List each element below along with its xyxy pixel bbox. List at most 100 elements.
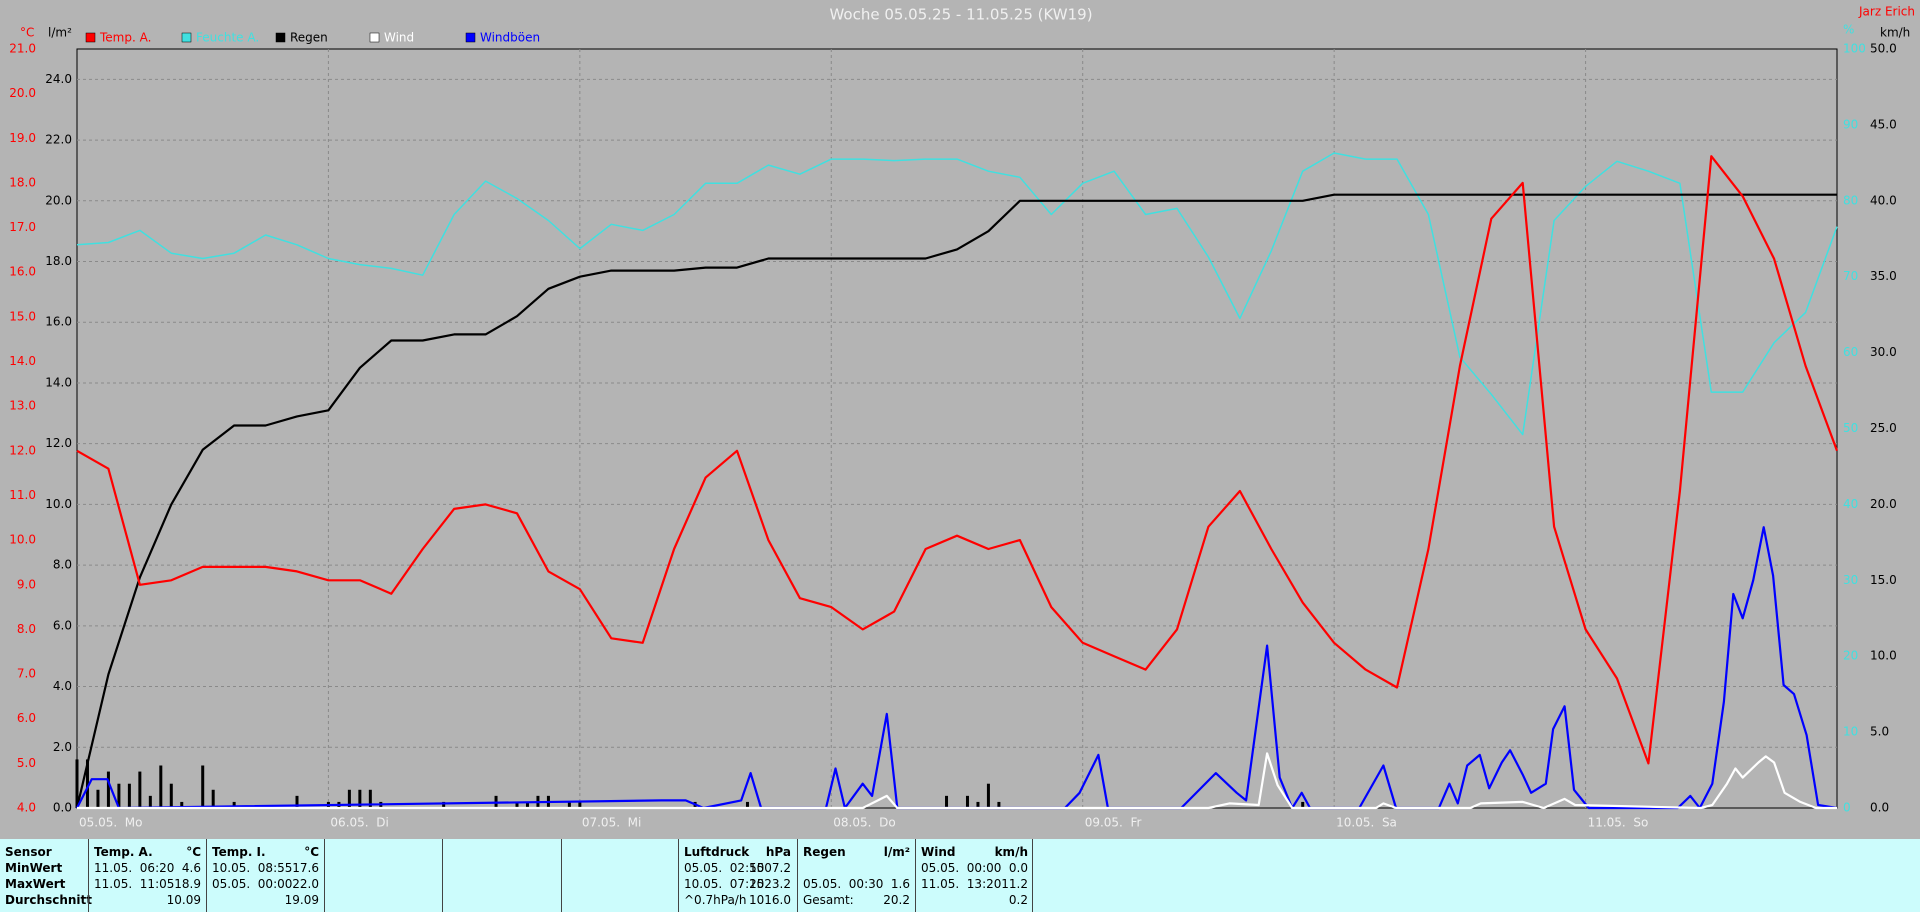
series-line — [76, 526, 1838, 810]
y2-tick-label: 6.0 — [53, 618, 72, 632]
y3-tick-label: 70 — [1843, 269, 1858, 283]
rain-bar — [442, 801, 446, 808]
x-tick-label: 10.05. Sa — [1336, 816, 1397, 830]
column-unit: km/h — [994, 845, 1028, 859]
y4-unit: km/h — [1880, 26, 1910, 40]
y-tick-label: 8.0 — [17, 622, 36, 636]
cell-value: 4.6 — [181, 861, 201, 875]
rain-bar — [368, 789, 372, 808]
y-tick-label: 16.0 — [9, 265, 36, 279]
column-unit: °C — [186, 845, 201, 859]
y4-tick-label: 15.0 — [1870, 573, 1897, 587]
row-label: Durchschnitt — [5, 893, 93, 907]
column-title: Regen — [803, 845, 846, 859]
y3-tick-label: 90 — [1843, 117, 1858, 131]
rain-bar — [1301, 801, 1305, 808]
cell-time: 05.05. 00:30 — [803, 877, 884, 891]
rain-bar — [232, 801, 236, 808]
sensor-column: Sensor MinWert MaxWert Durchschnitt — [0, 839, 93, 912]
legend-label: Windböen — [480, 31, 540, 45]
cell-time: 11.05. 06:20 — [94, 861, 175, 875]
y-tick-label: 14.0 — [9, 354, 36, 368]
y-tick-label: 21.0 — [9, 42, 36, 56]
rain-bar — [96, 789, 100, 808]
table-row: 10.09 — [94, 892, 201, 908]
legend-label: Feuchte A. — [196, 31, 259, 45]
y4-tick-label: 50.0 — [1870, 42, 1897, 56]
cell-value: 1023.2 — [749, 877, 791, 891]
table-row: 11.05. 11:05 18.9 — [94, 876, 201, 892]
rain-bar — [347, 789, 351, 808]
x-tick-label: 06.05. Di — [330, 816, 388, 830]
rain-bar — [201, 765, 205, 808]
y2-tick-label: 0.0 — [53, 801, 72, 815]
column-header: Luftdruck hPa — [684, 844, 791, 860]
legend-label: Temp. A. — [99, 31, 151, 45]
table-row: 05.05. 00:30 1.6 — [803, 876, 910, 892]
column-header: Temp. I. °C — [212, 844, 319, 860]
y3-tick-label: 40 — [1843, 497, 1858, 511]
cell-value: 1007.2 — [749, 861, 791, 875]
table-row: 10.05. 07:25 1023.2 — [684, 876, 791, 892]
y2-tick-label: 16.0 — [45, 315, 72, 329]
y-tick-label: 12.0 — [9, 443, 36, 457]
y2-tick-label: 4.0 — [53, 679, 72, 693]
y3-tick-label: 60 — [1843, 345, 1858, 359]
table-row: Gesamt: 20.2 — [803, 892, 910, 908]
row-label: MaxWert — [5, 877, 66, 891]
rain-bar — [169, 783, 173, 808]
rain-bar — [358, 789, 362, 808]
rain-bar — [295, 795, 299, 808]
x-tick-label: 11.05. So — [1588, 816, 1649, 830]
cell-time: Gesamt: — [803, 893, 854, 907]
series-line — [77, 752, 1837, 810]
y4-tick-label: 5.0 — [1870, 725, 1889, 739]
cell-value: 22.0 — [292, 877, 319, 891]
y3-tick-label: 100 — [1843, 42, 1866, 56]
y-tick-label: 20.0 — [9, 86, 36, 100]
y3-unit: % — [1843, 23, 1854, 37]
y-tick-label: 18.0 — [9, 175, 36, 189]
y-tick-label: 6.0 — [17, 711, 36, 725]
author: Jarz Erich — [1858, 5, 1915, 19]
rain-bar — [106, 771, 110, 808]
y-tick-label: 15.0 — [9, 309, 36, 323]
y-unit: °C — [20, 26, 34, 40]
table-row: 11.05. 06:20 4.6 — [94, 860, 201, 876]
rain-bar — [127, 783, 131, 808]
rain-bar — [567, 801, 571, 808]
rain-bar — [965, 795, 969, 808]
y-tick-label: 9.0 — [17, 577, 36, 591]
rain-bar — [515, 801, 519, 808]
cell-time: 11.05. 13:20 — [921, 877, 1002, 891]
column-title: Luftdruck — [684, 845, 750, 859]
table-row: ^0.7hPa/h 1016.0 — [684, 892, 791, 908]
rain-bar — [138, 771, 142, 808]
rain-bar — [148, 795, 152, 808]
table-row: 10.05. 08:55 17.6 — [212, 860, 319, 876]
y-tick-label: 4.0 — [17, 801, 36, 815]
column-title: Temp. I. — [212, 845, 266, 859]
rain-bar — [159, 765, 163, 808]
rain-bar — [75, 759, 79, 808]
column-header: Regen l/m² — [803, 844, 910, 860]
cell-value: 11.2 — [1001, 877, 1028, 891]
value-column: Regen l/m² 05.05. 00:30 1.6 Gesamt: 20.2 — [797, 839, 915, 912]
rain-bar — [976, 801, 980, 808]
y2-tick-label: 24.0 — [45, 72, 72, 86]
y-tick-label: 13.0 — [9, 399, 36, 413]
y4-tick-label: 30.0 — [1870, 345, 1897, 359]
cell-value: 19.09 — [284, 893, 319, 907]
table-row: 19.09 — [212, 892, 319, 908]
rain-bar — [997, 801, 1001, 808]
column-unit: °C — [304, 845, 319, 859]
cell-time: 10.05. 07:25 — [684, 877, 765, 891]
y3-tick-label: 10 — [1843, 725, 1858, 739]
y-tick-label: 19.0 — [9, 131, 36, 145]
plot-area — [76, 48, 1838, 809]
legend-label: Wind — [384, 31, 414, 45]
y4-tick-label: 45.0 — [1870, 117, 1897, 131]
row-label: MinWert — [5, 861, 63, 875]
cell-value: 18.9 — [174, 877, 201, 891]
column-header: Temp. A. °C — [94, 844, 201, 860]
